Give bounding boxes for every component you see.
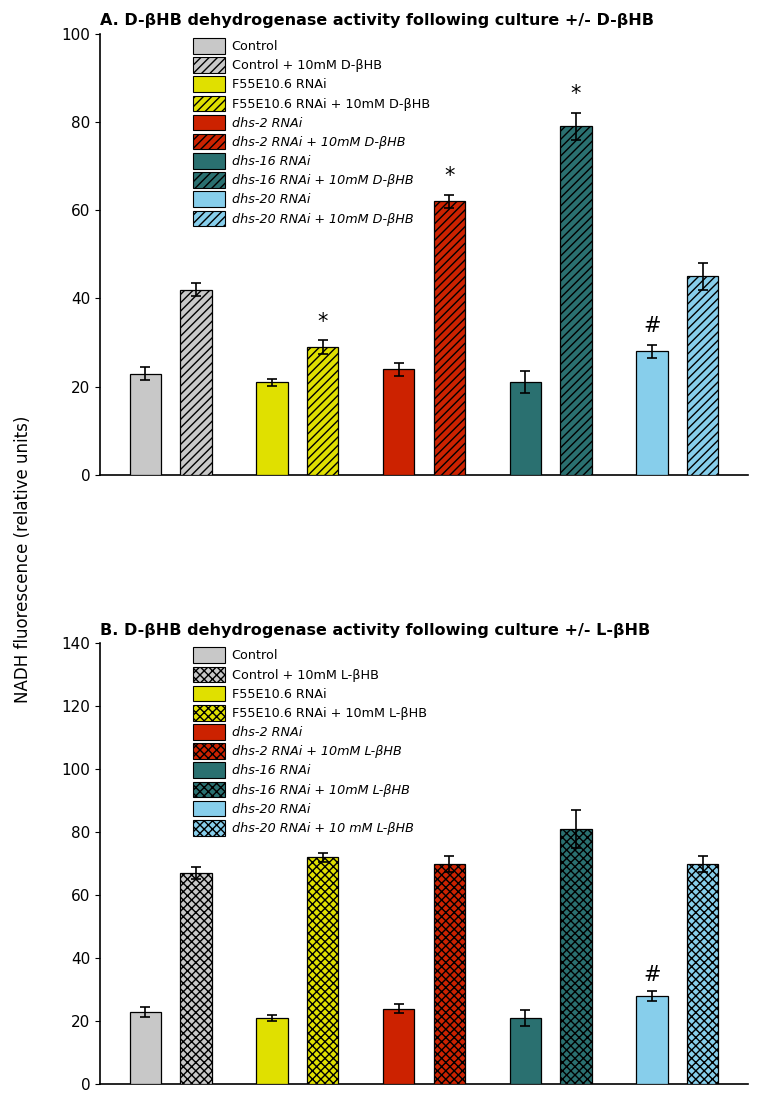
Bar [307, 858, 338, 1084]
Bar [636, 996, 668, 1084]
Text: #: # [643, 316, 661, 337]
Bar [180, 873, 212, 1084]
Bar [130, 1012, 161, 1084]
Bar [687, 276, 719, 475]
Bar [687, 864, 719, 1084]
Bar [256, 382, 288, 475]
Legend: Control, Control + 10mM D-βHB, F55E10.6 RNAi, F55E10.6 RNAi + 10mM D-βHB, dhs-2 : Control, Control + 10mM D-βHB, F55E10.6 … [190, 36, 433, 229]
Bar [383, 1008, 415, 1084]
Bar [433, 201, 465, 475]
Text: *: * [318, 312, 328, 332]
Bar [130, 373, 161, 475]
Bar [383, 369, 415, 475]
Text: *: * [571, 84, 581, 104]
Bar [307, 347, 338, 475]
Bar [433, 864, 465, 1084]
Bar [561, 828, 592, 1084]
Bar [180, 290, 212, 475]
Text: *: * [444, 165, 455, 186]
Bar [561, 126, 592, 475]
Bar [256, 1018, 288, 1084]
Text: B. D-βHB dehydrogenase activity following culture +/- L-βHB: B. D-βHB dehydrogenase activity followin… [100, 623, 651, 637]
Legend: Control, Control + 10mM L-βHB, F55E10.6 RNAi, F55E10.6 RNAi + 10mM L-βHB, dhs-2 : Control, Control + 10mM L-βHB, F55E10.6 … [190, 645, 429, 838]
Bar [510, 1018, 541, 1084]
Text: A. D-βHB dehydrogenase activity following culture +/- D-βHB: A. D-βHB dehydrogenase activity followin… [100, 13, 655, 28]
Text: NADH fluorescence (relative units): NADH fluorescence (relative units) [14, 415, 32, 703]
Bar [636, 351, 668, 475]
Bar [510, 382, 541, 475]
Text: #: # [643, 965, 661, 985]
